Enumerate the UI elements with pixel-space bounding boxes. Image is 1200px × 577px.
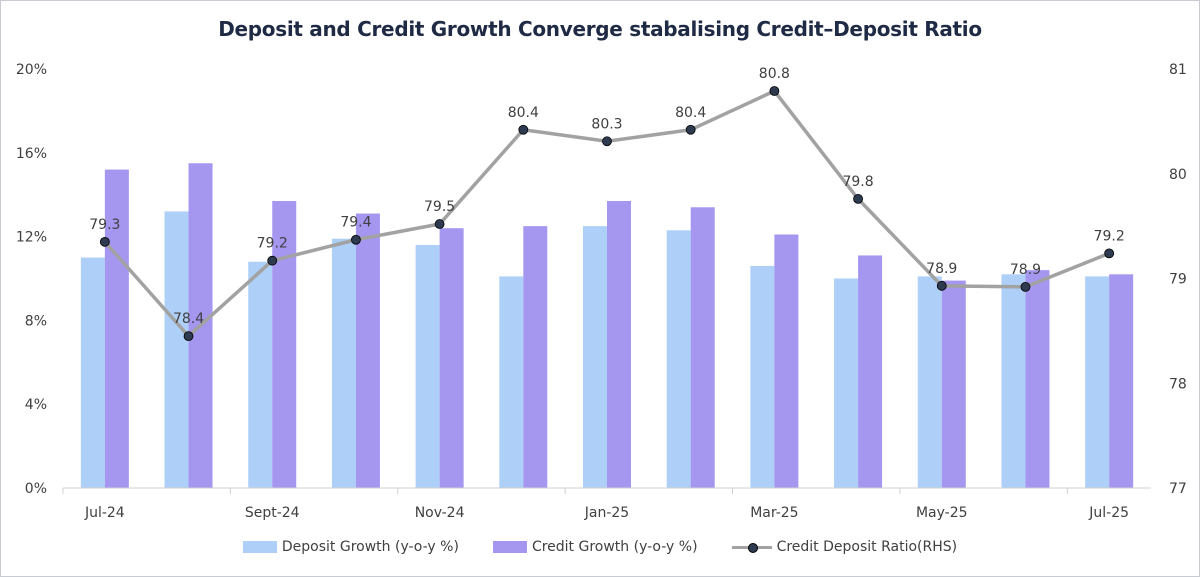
x-tick-label: May-25 — [916, 505, 968, 521]
ratio-data-label: 78.9 — [926, 261, 957, 277]
ratio-data-label: 80.4 — [508, 105, 539, 121]
y-right-tick-label: 78 — [1169, 376, 1187, 392]
deposit-bar — [415, 244, 440, 488]
y-right-tick-label: 80 — [1169, 167, 1187, 183]
y-left-tick-label: 4% — [25, 397, 47, 413]
ratio-data-label: 78.4 — [173, 311, 204, 327]
ratio-data-label: 79.2 — [1094, 228, 1125, 244]
legend-label-deposit: Deposit Growth (y-o-y %) — [281, 539, 459, 555]
ratio-data-label: 79.5 — [424, 199, 455, 215]
x-tick-label: Mar-25 — [750, 505, 798, 521]
credit-bar — [439, 228, 464, 488]
legend-swatch-credit — [492, 541, 527, 553]
x-tick-label: Jul-25 — [1088, 505, 1129, 521]
deposit-bar — [1001, 274, 1026, 488]
ratio-point — [602, 136, 612, 147]
legend-swatch-ratio — [731, 540, 772, 554]
credit-bar — [1109, 274, 1134, 488]
legend-item-credit[interactable]: Credit Growth (y-o-y %) — [492, 539, 698, 555]
credit-bar — [774, 234, 799, 488]
x-tick-label: Nov-24 — [415, 505, 465, 521]
ratio-point — [183, 331, 194, 342]
y-left-tick-label: 12% — [16, 230, 47, 246]
credit-bar — [607, 200, 631, 489]
legend-label-credit: Credit Growth (y-o-y %) — [531, 539, 698, 555]
deposit-bar — [164, 211, 189, 488]
x-tick-label: Jul-24 — [84, 505, 125, 521]
deposit-bar — [248, 261, 273, 488]
deposit-bar — [80, 257, 105, 488]
deposit-bar — [1085, 276, 1110, 488]
ratio-point — [685, 124, 696, 135]
deposit-bar — [666, 230, 691, 488]
ratio-point — [853, 193, 863, 204]
credit-bar — [1025, 270, 1050, 488]
deposit-bar — [834, 278, 859, 488]
ratio-point — [936, 280, 947, 291]
credit-bar — [858, 255, 883, 488]
credit-bar — [272, 200, 297, 489]
ratio-data-label: 79.4 — [340, 215, 371, 231]
deposit-bar — [331, 238, 356, 488]
ratio-data-label: 79.3 — [89, 217, 120, 233]
legend-item-ratio[interactable]: Credit Deposit Ratio(RHS) — [731, 539, 958, 555]
credit-bar — [104, 169, 129, 488]
x-tick-label: Sept-24 — [245, 505, 300, 521]
y-left-tick-label: 16% — [16, 146, 47, 162]
ratio-point — [99, 236, 110, 247]
credit-bar — [941, 280, 966, 488]
ratio-data-label: 80.8 — [759, 66, 790, 82]
deposit-bar — [750, 265, 775, 488]
legend-item-deposit[interactable]: Deposit Growth (y-o-y %) — [242, 539, 459, 555]
x-tick-label: Jan-25 — [584, 505, 629, 521]
ratio-data-label: 80.4 — [675, 105, 706, 121]
ratio-point — [267, 255, 278, 266]
legend-label-ratio: Credit Deposit Ratio(RHS) — [776, 539, 958, 555]
deposit-bar — [917, 276, 942, 488]
y-right-tick-label: 81 — [1169, 62, 1187, 78]
deposit-bar — [499, 276, 524, 488]
ratio-point — [518, 124, 529, 135]
chart-title: Deposit and Credit Growth Converge staba… — [218, 17, 982, 41]
deposit-bar — [583, 226, 607, 488]
ratio-data-label: 78.9 — [1010, 262, 1041, 278]
ratio-point — [351, 234, 361, 245]
ratio-data-label: 80.3 — [591, 116, 622, 132]
y-left-tick-label: 8% — [25, 313, 47, 329]
credit-bar — [355, 213, 380, 488]
y-right-tick-label: 79 — [1169, 272, 1187, 288]
ratio-point — [769, 86, 780, 96]
ratio-point — [1020, 281, 1031, 292]
ratio-point — [1104, 248, 1115, 259]
legend-swatch-deposit — [242, 541, 277, 553]
credit-bar — [523, 226, 548, 488]
y-left-tick-label: 20% — [16, 62, 47, 78]
ratio-data-label: 79.2 — [257, 236, 288, 252]
y-right-tick-label: 77 — [1169, 481, 1187, 497]
y-left-tick-label: 0% — [25, 481, 47, 497]
credit-bar — [690, 207, 715, 488]
ratio-point — [434, 219, 445, 229]
ratio-data-label: 79.8 — [842, 174, 873, 190]
chart-legend: Deposit Growth (y-o-y %) Credit Growth (… — [1, 539, 1199, 555]
